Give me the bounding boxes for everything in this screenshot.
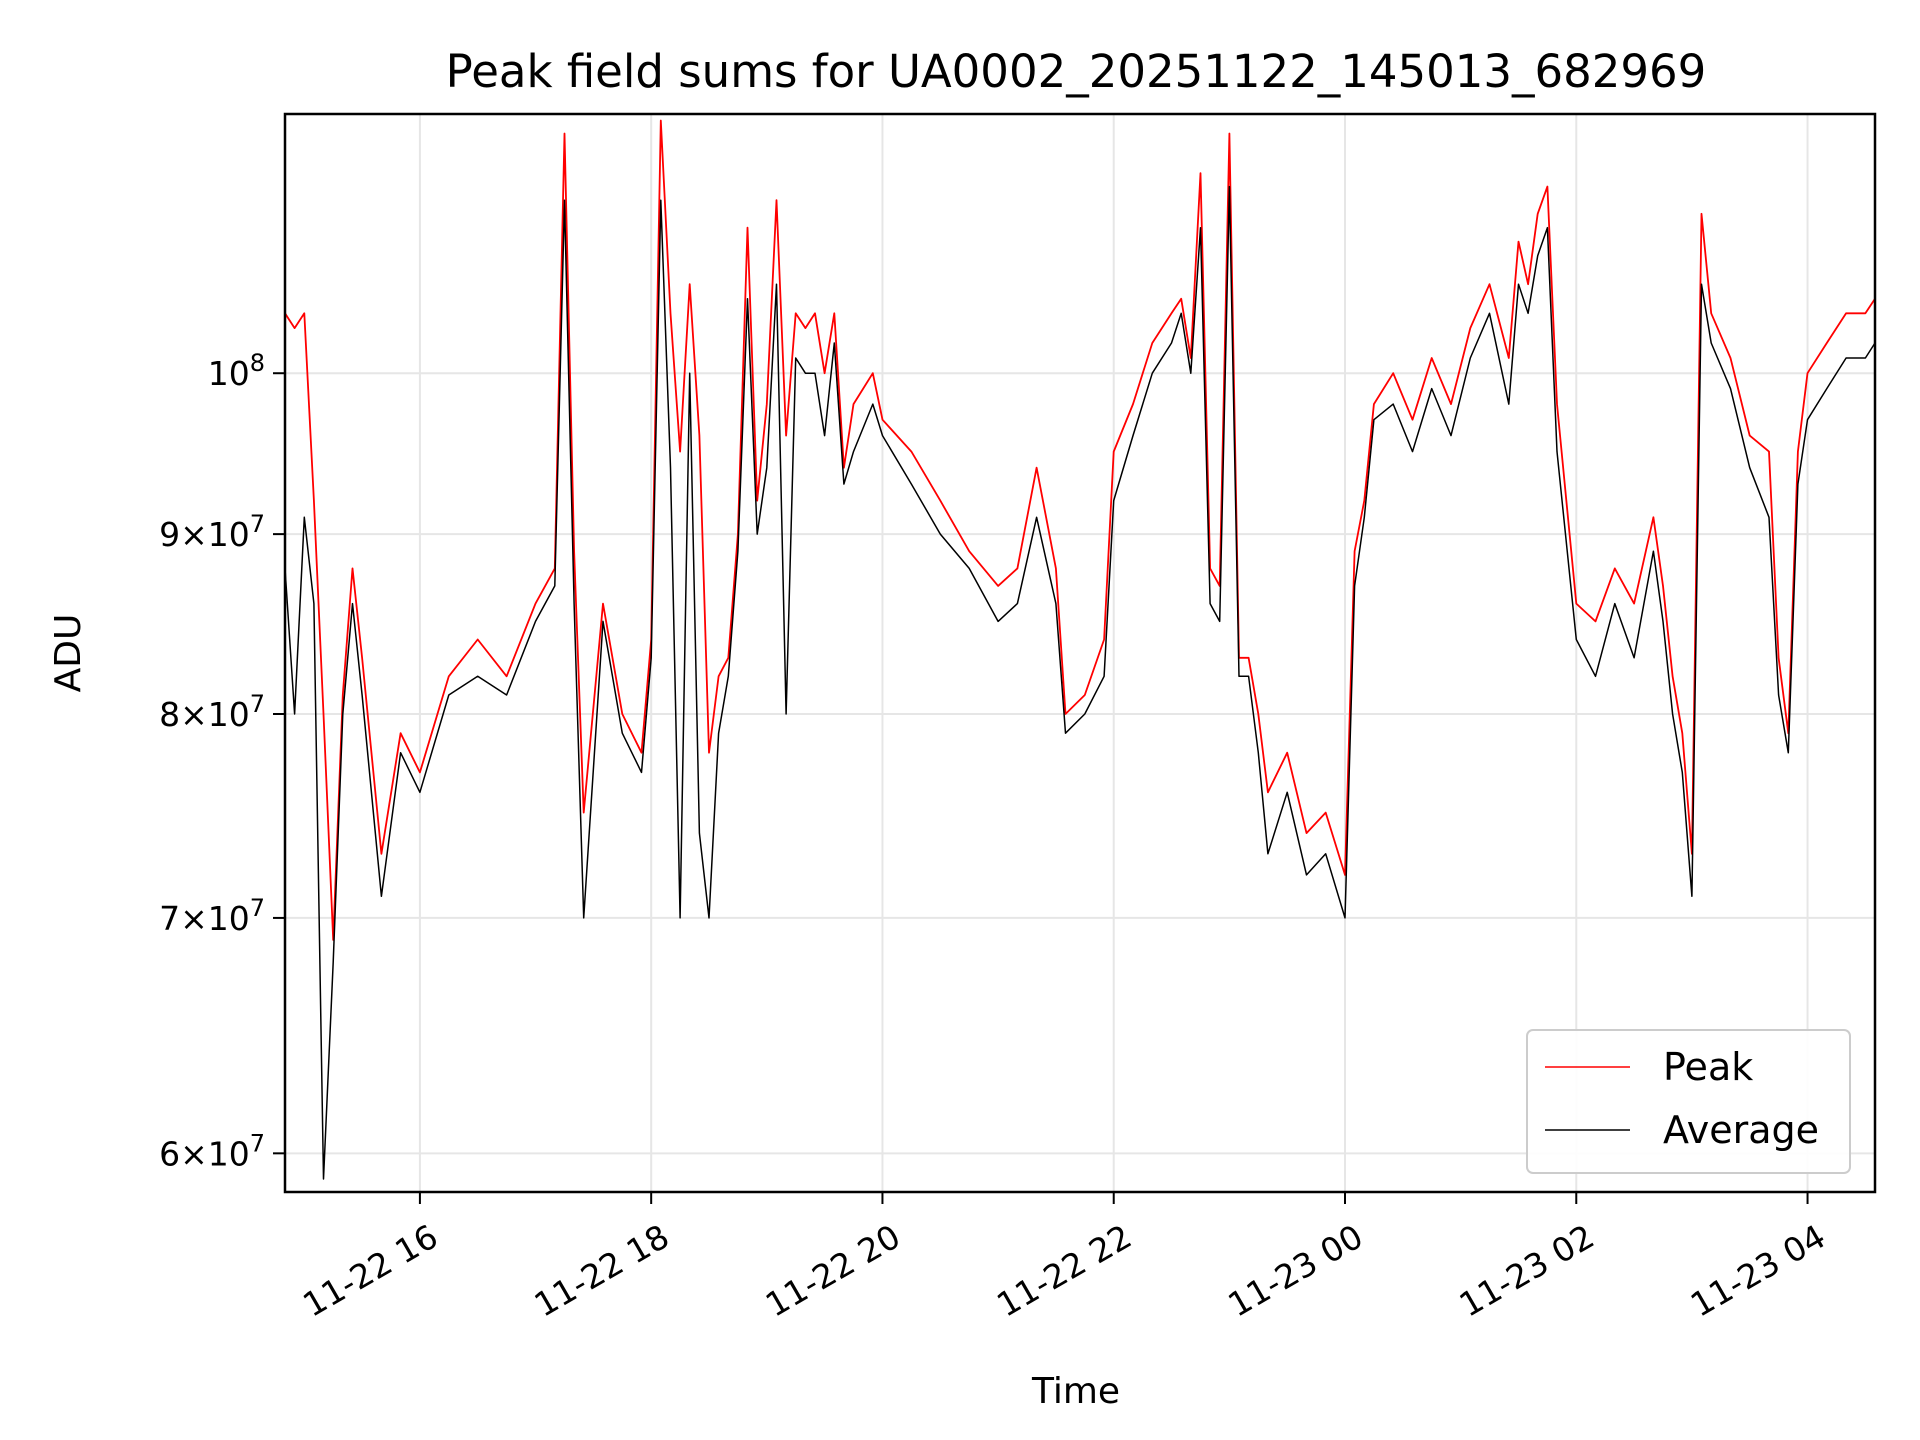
legend-label-average: Average: [1663, 1108, 1819, 1152]
series-line-average: [285, 185, 1875, 1180]
legend: Peak Average: [1526, 1029, 1851, 1174]
legend-box: [1526, 1029, 1851, 1174]
y-tick-label: 6×107: [159, 1129, 265, 1173]
y-tick-label: 7×107: [159, 894, 265, 938]
y-axis-label: ADU: [48, 614, 89, 693]
series-line-peak: [285, 119, 1875, 941]
y-tick-label: 9×107: [159, 510, 265, 554]
x-axis-label: Time: [1031, 1371, 1120, 1412]
y-tick-label: 8×107: [159, 690, 265, 734]
legend-label-peak: Peak: [1663, 1045, 1753, 1089]
plot-frame: [283, 112, 1877, 1194]
grid: [285, 114, 1875, 1192]
series-group: [285, 119, 1875, 1180]
chart-title: Peak field sums for UA0002_20251122_1450…: [446, 45, 1707, 98]
